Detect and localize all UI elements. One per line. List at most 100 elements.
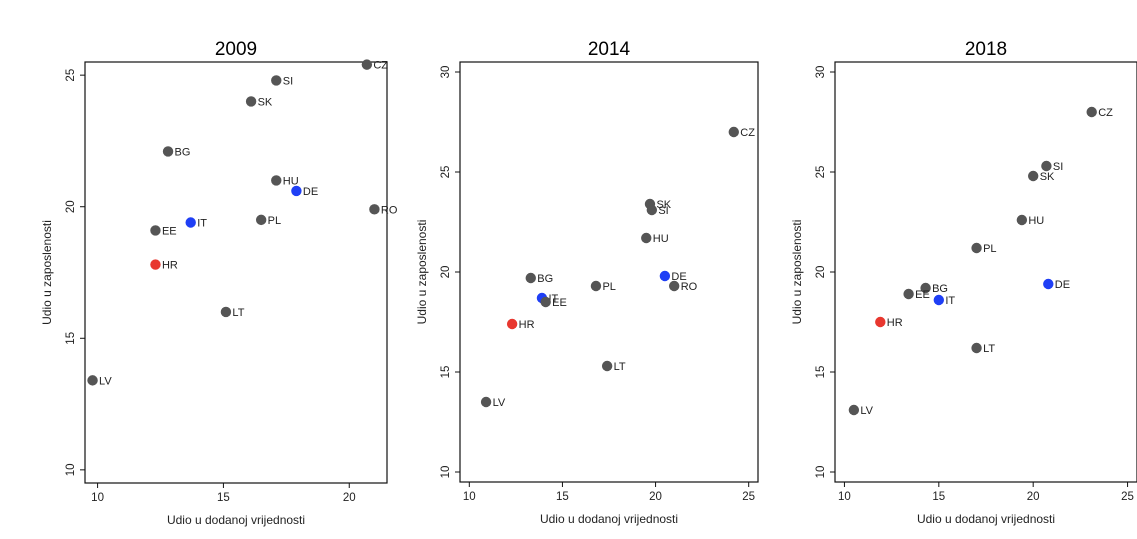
- data-label-ee: EE: [915, 289, 930, 301]
- x-tick-label: 10: [463, 491, 476, 503]
- data-label-si: SI: [1053, 161, 1063, 173]
- data-label-de: DE: [1055, 279, 1070, 291]
- data-point-hr: [875, 316, 886, 328]
- data-label-bg: BG: [175, 146, 191, 158]
- data-label-bg: BG: [932, 283, 948, 295]
- x-tick-label: 10: [91, 492, 104, 504]
- data-label-ro: RO: [681, 281, 698, 293]
- y-tick-label: 20: [65, 200, 77, 213]
- y-tick-label: 20: [440, 266, 452, 279]
- data-point-lt: [220, 306, 232, 318]
- data-label-de: DE: [671, 271, 686, 283]
- y-tick-label: 10: [440, 466, 452, 479]
- y-tick-label: 10: [65, 463, 77, 476]
- data-point-cz: [728, 126, 739, 138]
- data-point-bg: [920, 282, 931, 294]
- y-tick-label: 15: [65, 332, 77, 345]
- x-tick-label: 25: [1121, 491, 1134, 503]
- data-point-hu: [1016, 214, 1028, 226]
- data-point-pl: [590, 280, 602, 292]
- data-point-de: [1043, 278, 1054, 290]
- y-tick-label: 30: [815, 66, 827, 79]
- data-point-si: [646, 204, 658, 216]
- data-point-it: [185, 217, 196, 228]
- data-label-lt: LT: [614, 361, 626, 373]
- y-tick-label: 20: [815, 266, 827, 279]
- data-label-cz: CZ: [373, 60, 388, 72]
- data-label-lt: LT: [983, 343, 995, 355]
- data-label-hu: HU: [283, 175, 299, 187]
- data-point-ro: [369, 204, 380, 215]
- data-point-sk: [1027, 170, 1039, 182]
- data-label-lt: LT: [232, 307, 244, 319]
- data-point-si: [271, 75, 282, 86]
- data-label-cz: CZ: [1098, 107, 1113, 119]
- data-point-pl: [971, 242, 982, 254]
- x-tick-label: 20: [343, 492, 356, 504]
- data-point-lv: [848, 404, 860, 416]
- data-point-lv: [480, 396, 492, 408]
- x-axis-label: Udio u dodanoj vrijednosti: [167, 513, 305, 527]
- data-label-hr: HR: [887, 317, 903, 329]
- x-tick-label: 15: [217, 492, 230, 504]
- data-point-hu: [271, 175, 282, 186]
- data-label-sk: SK: [258, 96, 273, 108]
- y-tick-label: 30: [440, 66, 452, 79]
- plot-frame: [84, 61, 388, 484]
- data-label-bg: BG: [537, 273, 553, 285]
- y-tick-label: 25: [65, 69, 77, 82]
- data-label-it: IT: [945, 295, 955, 307]
- y-tick-label: 15: [440, 366, 452, 379]
- chart-title: 2009: [215, 39, 257, 60]
- data-point-hr: [150, 259, 161, 270]
- data-point-de: [659, 270, 671, 282]
- data-label-si: SI: [658, 205, 668, 217]
- data-point-lt: [971, 342, 982, 354]
- data-label-pl: PL: [268, 215, 281, 227]
- data-point-ee: [540, 296, 551, 308]
- data-point-lv: [87, 375, 98, 386]
- data-label-lv: LV: [493, 397, 506, 409]
- data-label-sk: SK: [1040, 171, 1055, 183]
- x-tick-label: 20: [649, 491, 662, 503]
- chart-panel-2018: 2018 10 15 20 25 10 15 20 25 30 Udio u dodanoj vri…: [790, 39, 1137, 526]
- y-axis-label: Udio u zaposlenosti: [790, 220, 804, 325]
- data-point-it: [933, 294, 945, 306]
- x-tick-label: 15: [932, 491, 945, 503]
- data-label-ro: RO: [381, 204, 398, 216]
- y-axis-label: Udio u zaposlenosti: [40, 220, 54, 325]
- x-tick-label: 20: [1027, 491, 1040, 503]
- y-tick-label: 25: [815, 166, 827, 179]
- data-label-cz: CZ: [740, 127, 755, 139]
- data-label-lv: LV: [860, 405, 873, 417]
- data-point-ro: [668, 280, 680, 292]
- data-label-hu: HU: [653, 233, 669, 245]
- data-point-hr: [506, 318, 518, 330]
- data-point-pl: [255, 214, 267, 226]
- x-tick-label: 15: [556, 491, 569, 503]
- data-point-ee: [150, 225, 161, 236]
- data-point-si: [1041, 160, 1052, 172]
- chart-panel-2009: 2009 10 15 20 10 15 20 25 Udio u dodanoj vrijedn…: [40, 39, 398, 527]
- data-label-it: IT: [548, 293, 558, 305]
- data-point-bg: [162, 146, 174, 157]
- data-point-cz: [1086, 106, 1097, 118]
- plot-frame: [459, 61, 759, 483]
- y-tick-label: 15: [815, 366, 827, 379]
- data-label-hu: HU: [1028, 215, 1044, 227]
- data-point-lt: [601, 360, 613, 372]
- data-point-sk: [245, 96, 257, 107]
- y-axis-label: Udio u zaposlenosti: [415, 220, 429, 325]
- data-label-lv: LV: [99, 375, 112, 387]
- data-label-si: SI: [283, 75, 293, 87]
- data-point-bg: [525, 272, 536, 284]
- data-label-hr: HR: [519, 319, 535, 331]
- data-label-pl: PL: [983, 243, 996, 255]
- data-label-sk: SK: [656, 199, 671, 211]
- data-label-pl: PL: [602, 281, 615, 293]
- data-label-ee: EE: [552, 297, 567, 309]
- y-tick-label: 25: [440, 166, 452, 179]
- data-point-hu: [641, 232, 652, 244]
